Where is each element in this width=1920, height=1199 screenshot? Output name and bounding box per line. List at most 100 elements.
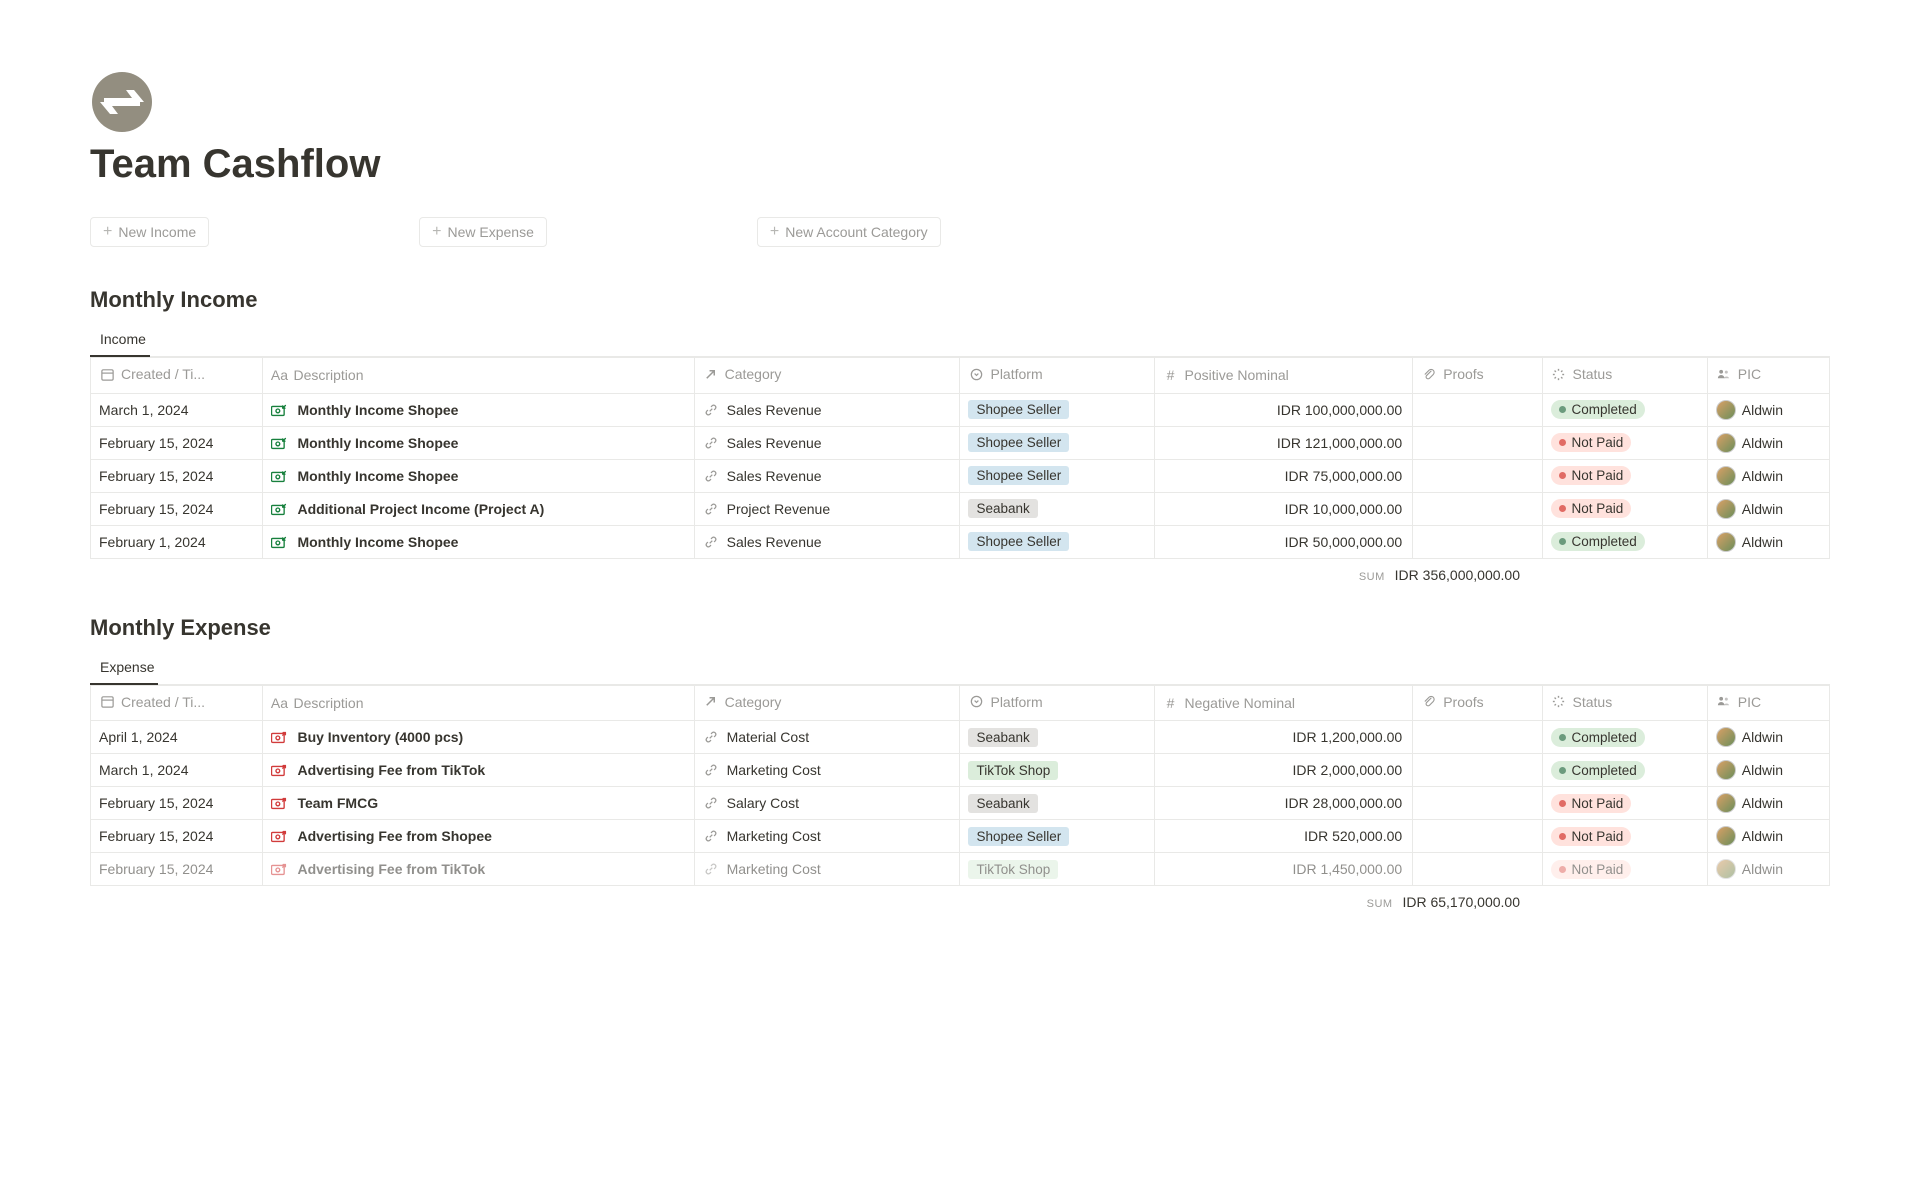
- platform-tag: Shopee Seller: [968, 400, 1069, 419]
- expense-section-title: Monthly Expense: [90, 615, 1830, 641]
- action-buttons-row: + New Income + New Expense + New Account…: [90, 217, 1830, 247]
- platform-tag: TikTok Shop: [968, 761, 1058, 780]
- tab-income[interactable]: Income: [90, 325, 150, 357]
- platform-tag: Shopee Seller: [968, 827, 1069, 846]
- money-out-icon: [271, 730, 289, 744]
- table-row[interactable]: March 1, 2024Monthly Income ShopeeSales …: [91, 393, 1830, 426]
- cell-date: February 15, 2024: [91, 459, 263, 492]
- platform-tag: Shopee Seller: [968, 433, 1069, 452]
- col-proofs-label: Proofs: [1443, 694, 1483, 710]
- col-status-label: Status: [1573, 366, 1613, 382]
- col-pic-label: PIC: [1738, 366, 1761, 382]
- cell-category: Sales Revenue: [703, 468, 952, 484]
- table-row[interactable]: February 15, 2024 Monthly Income Shopee Sa…: [91, 459, 1830, 492]
- new-income-label: New Income: [118, 224, 196, 240]
- table-row[interactable]: February 1, 2024Monthly Income ShopeeSal…: [91, 525, 1830, 558]
- person-icon: [1716, 694, 1732, 710]
- money-in-icon: [271, 535, 289, 549]
- table-row[interactable]: February 15, 2024Team FMCGSalary CostSea…: [91, 787, 1830, 820]
- tab-income-label: Income: [100, 331, 146, 347]
- tab-expense[interactable]: Expense: [90, 653, 158, 685]
- cell-description: Monthly Income Shopee: [271, 402, 685, 418]
- relation-icon: [703, 366, 719, 382]
- cell-description: Team FMCG: [271, 795, 685, 811]
- cell-category: Project Revenue: [703, 501, 952, 517]
- cell-pic: Aldwin: [1716, 499, 1821, 519]
- avatar: [1716, 400, 1736, 420]
- avatar: [1716, 826, 1736, 846]
- cell-description: Buy Inventory (4000 pcs): [271, 729, 685, 745]
- cell-description: Advertising Fee from TikTok: [271, 762, 685, 778]
- cell-proofs: [1413, 787, 1542, 820]
- new-expense-button[interactable]: + New Expense: [419, 217, 547, 247]
- person-icon: [1716, 366, 1732, 382]
- select-icon: [968, 366, 984, 382]
- col-description-label: Description: [293, 367, 363, 383]
- cell-pic: Aldwin: [1716, 727, 1821, 747]
- plus-icon: +: [770, 224, 779, 240]
- cell-description: Monthly Income Shopee: [271, 468, 685, 484]
- expense-sum-value: IDR 65,170,000.00: [1402, 894, 1520, 910]
- avatar: [1716, 727, 1736, 747]
- cell-category: Marketing Cost: [703, 828, 952, 844]
- link-icon: [703, 729, 719, 745]
- income-sum-label: SUM: [1359, 571, 1385, 583]
- income-table-header-row: Created / Ti... Aa Description Category P…: [91, 358, 1830, 394]
- cell-pic: Aldwin: [1716, 760, 1821, 780]
- link-icon: [703, 468, 719, 484]
- relation-icon: [703, 694, 719, 710]
- table-row[interactable]: April 1, 2024Buy Inventory (4000 pcs)Mat…: [91, 721, 1830, 754]
- status-tag: Completed: [1551, 728, 1645, 747]
- col-description-label: Description: [293, 695, 363, 711]
- cell-pic: Aldwin: [1716, 793, 1821, 813]
- link-icon: [703, 828, 719, 844]
- cell-nominal: IDR 50,000,000.00: [1154, 525, 1413, 558]
- new-income-button[interactable]: + New Income: [90, 217, 209, 247]
- money-out-icon: [271, 796, 289, 810]
- table-row[interactable]: February 15, 2024Advertising Fee from Sh…: [91, 820, 1830, 853]
- avatar: [1716, 760, 1736, 780]
- avatar: [1716, 433, 1736, 453]
- status-tag: Completed: [1551, 532, 1645, 551]
- link-icon: [703, 795, 719, 811]
- cell-nominal: IDR 1,200,000.00: [1154, 721, 1413, 754]
- table-row[interactable]: March 1, 2024Advertising Fee from TikTok…: [91, 754, 1830, 787]
- table-row[interactable]: February 15, 2024Monthly Income ShopeeSa…: [91, 426, 1830, 459]
- platform-tag: Seabank: [968, 499, 1037, 518]
- cell-category: Sales Revenue: [703, 534, 952, 550]
- income-sum-row: SUM IDR 356,000,000.00: [90, 559, 1830, 587]
- cell-nominal: IDR 2,000,000.00: [1154, 754, 1413, 787]
- table-row[interactable]: February 15, 2024Advertising Fee from Ti…: [91, 853, 1830, 886]
- money-in-icon: [271, 436, 289, 450]
- tab-expense-label: Expense: [100, 659, 154, 675]
- cell-proofs: [1413, 393, 1542, 426]
- expense-table-header-row: Created / Ti... AaDescription Category P…: [91, 685, 1830, 721]
- cell-date: April 1, 2024: [91, 721, 263, 754]
- expense-sum-row: SUM IDR 65,170,000.00: [90, 886, 1830, 914]
- cell-description: Advertising Fee from Shopee: [271, 828, 685, 844]
- link-icon: [703, 534, 719, 550]
- cell-nominal: IDR 100,000,000.00: [1154, 393, 1413, 426]
- new-account-category-button[interactable]: + New Account Category: [757, 217, 941, 247]
- cell-nominal: IDR 28,000,000.00: [1154, 787, 1413, 820]
- cell-date: February 1, 2024: [91, 525, 263, 558]
- cell-proofs: [1413, 426, 1542, 459]
- select-icon: [968, 694, 984, 710]
- cell-pic: Aldwin: [1716, 400, 1821, 420]
- col-date-label: Created / Ti...: [121, 366, 205, 382]
- col-date-label: Created / Ti...: [121, 694, 205, 710]
- cell-nominal: IDR 520,000.00: [1154, 820, 1413, 853]
- text-icon: Aa: [271, 367, 287, 383]
- cell-pic: Aldwin: [1716, 826, 1821, 846]
- status-icon: [1551, 366, 1567, 382]
- link-icon: [703, 435, 719, 451]
- cell-proofs: [1413, 492, 1542, 525]
- table-row[interactable]: February 15, 2024Additional Project Inco…: [91, 492, 1830, 525]
- status-icon: [1551, 694, 1567, 710]
- avatar: [1716, 859, 1736, 879]
- new-expense-label: New Expense: [448, 224, 534, 240]
- cell-proofs: [1413, 525, 1542, 558]
- money-in-icon: [271, 403, 289, 417]
- col-category-label: Category: [725, 366, 782, 382]
- cell-pic: Aldwin: [1716, 532, 1821, 552]
